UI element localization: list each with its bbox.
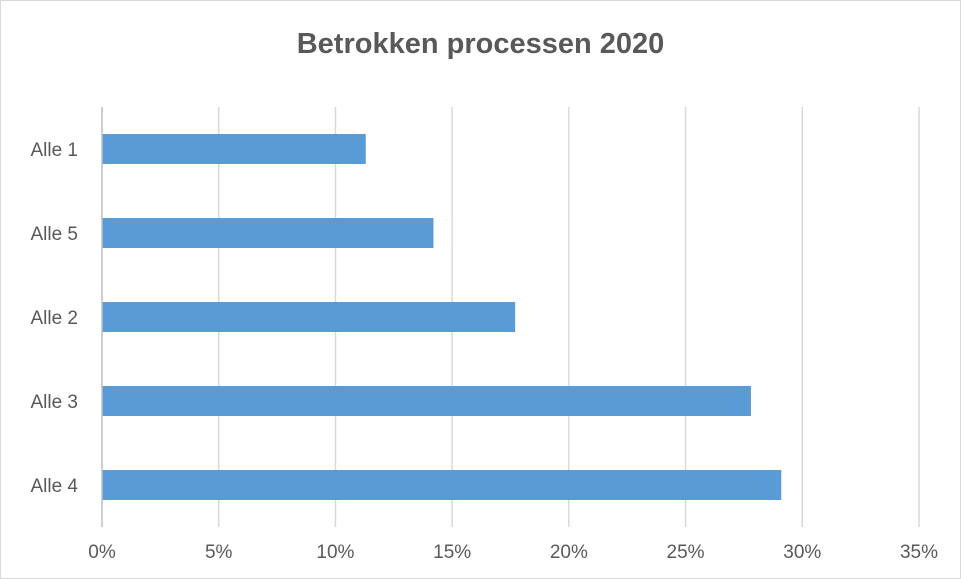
x-tick-label: 15%: [433, 542, 471, 563]
chart-title: Betrokken processen 2020: [296, 28, 665, 60]
bar-alle-2: [102, 302, 516, 332]
y-tick-label: Alle 1: [30, 140, 78, 161]
y-tick-label: Alle 2: [30, 308, 78, 329]
x-tick-label: 5%: [205, 542, 233, 563]
x-tick-label: 30%: [783, 542, 821, 563]
y-tick-label: Alle 5: [30, 224, 78, 245]
x-tick-label: 0%: [88, 542, 116, 563]
bar-alle-4: [102, 470, 782, 500]
bar-alle-3: [102, 386, 751, 416]
bar-alle-1: [102, 134, 366, 164]
x-tick-label: 25%: [667, 542, 705, 563]
x-tick-label: 10%: [316, 542, 354, 563]
x-tick-label: 20%: [550, 542, 588, 563]
tick-labels: 0% 5% 10% 15% 20% 25% 30% 35% Alle 1 Alle 5 Alle 2…: [30, 140, 938, 563]
x-tick-label: 35%: [900, 542, 938, 563]
bars: [102, 134, 782, 500]
y-tick-label: Alle 4: [30, 476, 78, 497]
bar-alle-5: [102, 218, 434, 248]
y-tick-label: Alle 3: [30, 392, 78, 413]
